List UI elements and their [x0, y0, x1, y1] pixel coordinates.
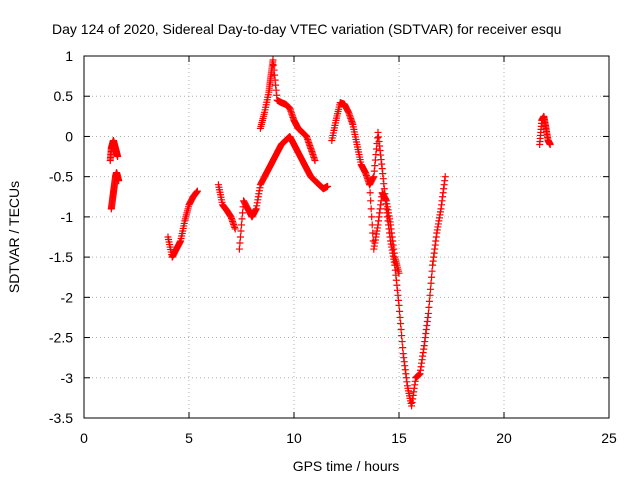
data-point-fill	[236, 233, 244, 241]
data-point	[231, 225, 239, 233]
data-point	[193, 187, 201, 195]
data-point	[441, 173, 449, 181]
y-tick-label: -2	[61, 289, 74, 305]
y-tick-label: -1.5	[49, 249, 73, 265]
data-point-fill	[396, 307, 404, 315]
y-tick-label: 0.5	[54, 88, 74, 104]
data-point-fill	[426, 291, 434, 299]
x-tick-label: 20	[496, 430, 512, 446]
data-point	[366, 181, 374, 189]
data-point-fill	[237, 227, 245, 235]
data-point-fill	[428, 267, 436, 275]
x-tick-label: 5	[185, 430, 193, 446]
y-tick-label: -3	[61, 370, 74, 386]
y-tick-label: -2.5	[49, 330, 73, 346]
x-tick-label: 15	[391, 430, 407, 446]
chart-title: Day 124 of 2020, Sidereal Day-to-day VTE…	[52, 21, 561, 37]
data-point-fill	[428, 273, 436, 281]
x-tick-label: 0	[80, 430, 88, 446]
data-point-fill	[236, 239, 244, 247]
y-tick-label: -3.5	[49, 410, 73, 426]
data-point-fill	[398, 332, 406, 340]
y-tick-label: -0.5	[49, 169, 73, 185]
y-axis-label: SDTVAR / TECUs	[6, 181, 22, 293]
data-point-fill	[366, 189, 374, 197]
x-tick-label: 25	[601, 430, 617, 446]
data-point-fill	[239, 209, 247, 217]
data-point-fill	[397, 319, 405, 327]
data-point	[235, 245, 243, 253]
data-point-fill	[396, 313, 404, 321]
data-point-fill	[238, 215, 246, 223]
data-point-fill	[367, 197, 375, 205]
data-point	[324, 182, 332, 190]
data-point	[311, 157, 319, 165]
y-tick-label: 1	[65, 48, 73, 64]
x-axis-label: GPS time / hours	[293, 458, 400, 474]
data-point-fill	[238, 221, 245, 229]
data-point-fill	[397, 326, 405, 334]
data-point-fill	[425, 303, 433, 311]
y-tick-label: -1	[61, 209, 74, 225]
plot-frame	[83, 55, 610, 419]
data-point-fill	[368, 213, 376, 221]
data-point	[424, 309, 432, 317]
x-tick-label: 10	[286, 430, 302, 446]
data-point-fill	[398, 338, 406, 346]
data-point	[115, 177, 123, 185]
data-point-fill	[427, 285, 434, 293]
data-point-fill	[427, 279, 435, 287]
axis-ticks: 0 5 10 15 20 25 1 0.5 0 -0.5 -1 -1.5 -2 -2.5 -3 -3.5	[49, 48, 617, 446]
data-point-fill	[369, 229, 377, 237]
data-point-fill	[367, 205, 375, 213]
y-tick-label: 0	[65, 128, 73, 144]
data-point-fill	[399, 344, 407, 352]
data-point	[114, 153, 122, 161]
data-point	[546, 140, 554, 148]
data-points	[106, 56, 554, 410]
data-point-fill	[425, 297, 433, 305]
data-point	[395, 301, 403, 309]
data-point	[395, 269, 403, 277]
